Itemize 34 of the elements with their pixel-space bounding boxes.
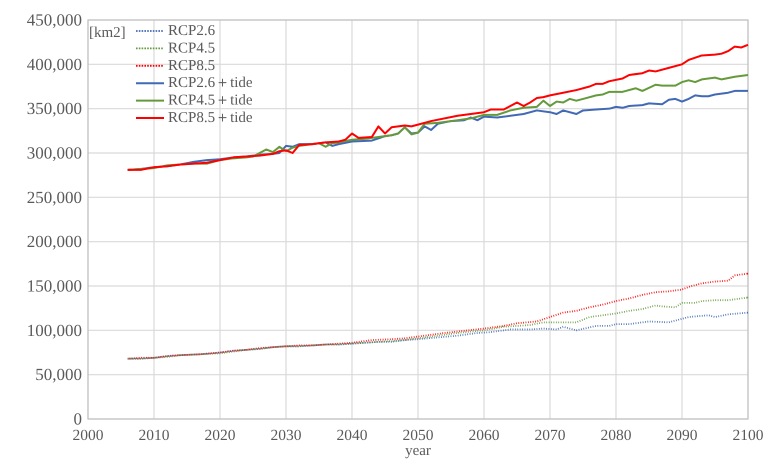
y-tick-label: 0 — [74, 410, 82, 428]
x-axis-title: year — [405, 443, 431, 459]
x-tick-label: 2010 — [138, 427, 170, 444]
y-tick-label: 350,000 — [26, 99, 82, 118]
legend-label: RCP2.6 — [168, 23, 216, 39]
y-tick-label: 50,000 — [35, 365, 82, 384]
line-series — [126, 312, 749, 360]
line-series — [126, 44, 749, 171]
y-tick-label: 200,000 — [26, 232, 82, 252]
x-tick-label: 2070 — [534, 427, 566, 444]
y-tick-label: 300,000 — [26, 144, 82, 162]
y-tick-label: 450,000 — [26, 10, 82, 30]
y-tick-label: 150,000 — [26, 276, 82, 296]
y-tick-label: 250,000 — [26, 188, 82, 207]
x-tick-label: 2040 — [336, 427, 368, 444]
x-tick-label: 2000 — [72, 427, 104, 444]
x-tick-label: 2020 — [204, 427, 236, 444]
legend-label: RCP4.5＋tide — [168, 92, 253, 109]
y-tick-label: 100,000 — [26, 320, 82, 340]
legend-label: RCP8.5 — [168, 58, 216, 74]
y-tick-label: 400,000 — [26, 54, 82, 74]
line-series — [126, 272, 749, 360]
x-tick-label: 2080 — [600, 427, 632, 444]
line-series — [126, 74, 749, 171]
legend-label: RCP4.5 — [168, 40, 216, 56]
x-tick-label: 2030 — [270, 427, 302, 444]
x-tick-label: 2050 — [402, 427, 434, 444]
line-series — [126, 296, 749, 360]
legend-label: RCP8.5＋tide — [168, 110, 253, 126]
x-tick-label: 2060 — [468, 427, 500, 444]
x-tick-label: 2100 — [732, 427, 764, 444]
x-tick-label: 2090 — [666, 427, 698, 444]
legend-label: RCP2.6＋tide — [168, 75, 253, 92]
y-axis-title: [km2] — [89, 25, 126, 41]
